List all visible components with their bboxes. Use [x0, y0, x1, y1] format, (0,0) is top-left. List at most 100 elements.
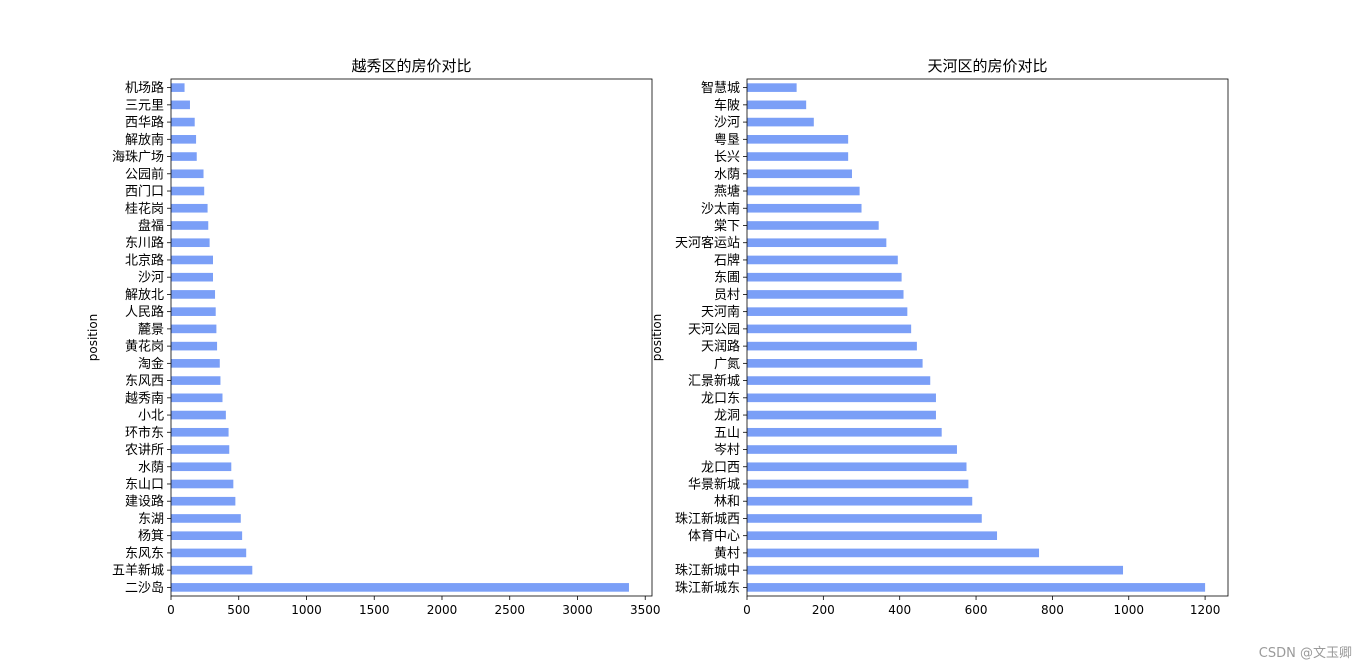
xtick-label: 1500 [359, 603, 390, 617]
bar-东风东 [171, 548, 247, 558]
category-label: 珠江新城东 [675, 580, 740, 596]
bar-沙河 [171, 272, 213, 282]
category-label: 东湖 [138, 512, 164, 527]
category-label: 珠江新城西 [675, 511, 740, 527]
xtick-label: 2500 [494, 603, 525, 617]
bar-淘金 [171, 359, 220, 368]
bar-海珠广场 [171, 152, 197, 161]
bar-建设路 [171, 496, 236, 506]
xtick-label: 3500 [630, 603, 661, 617]
category-label: 海珠广场 [112, 150, 164, 165]
bar-龙口东 [747, 393, 936, 403]
category-label: 粤垦 [714, 132, 740, 148]
category-label: 水荫 [714, 167, 740, 182]
category-label: 沙河 [138, 271, 164, 286]
xtick-label: 0 [167, 603, 175, 617]
bar-盘福 [171, 221, 209, 230]
bar-员村 [747, 290, 904, 299]
category-label: 岑村 [714, 443, 740, 458]
bar-东山口 [171, 479, 234, 489]
category-label: 小北 [138, 409, 164, 424]
bar-长兴 [747, 152, 849, 161]
bar-黄村 [747, 548, 1040, 558]
category-label: 天河南 [701, 304, 740, 320]
bar-沙河 [747, 117, 814, 127]
category-label: 棠下 [714, 219, 740, 234]
bar-小北 [171, 410, 226, 420]
bar-汇景新城 [747, 376, 931, 385]
category-label: 东风西 [125, 374, 164, 389]
xtick-label: 1000 [291, 603, 322, 617]
category-label: 公园前 [125, 166, 164, 182]
category-label: 建设路 [125, 494, 164, 510]
category-label: 沙太南 [701, 201, 740, 217]
bar-珠江新城中 [747, 565, 1124, 575]
bar-广氮 [747, 359, 923, 368]
bar-华景新城 [747, 479, 969, 489]
bar-岑村 [747, 445, 957, 454]
xtick-label: 200 [812, 603, 835, 617]
bar-二沙岛 [171, 583, 629, 592]
category-label: 车陂 [714, 97, 740, 113]
xtick-label: 500 [227, 603, 250, 617]
bar-人民路 [171, 307, 216, 316]
category-label: 人民路 [125, 304, 164, 320]
category-label: 长兴 [714, 150, 740, 165]
category-label: 汇景新城 [688, 373, 740, 389]
category-label: 越秀南 [125, 390, 164, 406]
category-label: 二沙岛 [125, 580, 164, 596]
category-label: 石牌 [714, 252, 740, 268]
category-label: 天河公园 [688, 322, 740, 337]
category-label: 北京路 [125, 252, 164, 268]
category-label: 西门口 [125, 185, 164, 200]
bar-五山 [747, 427, 942, 437]
category-label: 东风东 [125, 546, 164, 561]
category-label: 员村 [714, 288, 740, 303]
plot-frame [170, 78, 653, 597]
bar-公园前 [171, 169, 204, 179]
bar-西华路 [171, 117, 195, 127]
category-label: 珠江新城中 [675, 563, 740, 579]
category-label: 五羊新城 [112, 563, 164, 579]
bar-桂花岗 [171, 203, 208, 213]
category-label: 沙河 [714, 116, 740, 131]
y-axis-label: position [86, 314, 100, 362]
category-label: 智慧城 [701, 80, 740, 96]
bar-解放北 [171, 290, 216, 299]
bar-越秀南 [171, 393, 223, 403]
bar-天润路 [747, 341, 917, 351]
category-label: 燕塘 [714, 184, 740, 200]
plot-frame [746, 78, 1229, 597]
bar-环市东 [171, 427, 229, 437]
category-label: 体育中心 [688, 528, 740, 544]
bar-黄花岗 [171, 341, 218, 351]
category-label: 东山口 [125, 477, 164, 492]
y-axis-label: position [650, 314, 664, 362]
bar-三元里 [171, 100, 190, 110]
csdn-watermark: CSDN @文玉卿 [1258, 646, 1352, 661]
category-label: 龙洞 [714, 409, 740, 424]
category-label: 盘福 [138, 218, 164, 234]
chart-title: 越秀区的房价对比 [351, 57, 471, 75]
bar-石牌 [747, 255, 898, 265]
category-label: 五山 [714, 426, 740, 441]
xtick-label: 600 [965, 603, 988, 617]
category-label: 解放北 [125, 288, 164, 303]
bar-龙洞 [747, 410, 936, 420]
bar-农讲所 [171, 445, 230, 454]
bar-珠江新城西 [747, 514, 982, 523]
category-label: 黄花岗 [125, 339, 164, 355]
category-label: 华景新城 [688, 476, 740, 492]
category-label: 西华路 [125, 115, 164, 131]
category-label: 机场路 [125, 80, 164, 96]
bar-机场路 [171, 83, 185, 92]
category-label: 淘金 [138, 356, 164, 372]
category-label: 杨箕 [138, 528, 164, 544]
bar-解放南 [171, 135, 197, 144]
category-label: 广氮 [714, 357, 740, 372]
bar-棠下 [747, 221, 879, 230]
xtick-label: 0 [743, 603, 751, 617]
xtick-label: 400 [888, 603, 911, 617]
